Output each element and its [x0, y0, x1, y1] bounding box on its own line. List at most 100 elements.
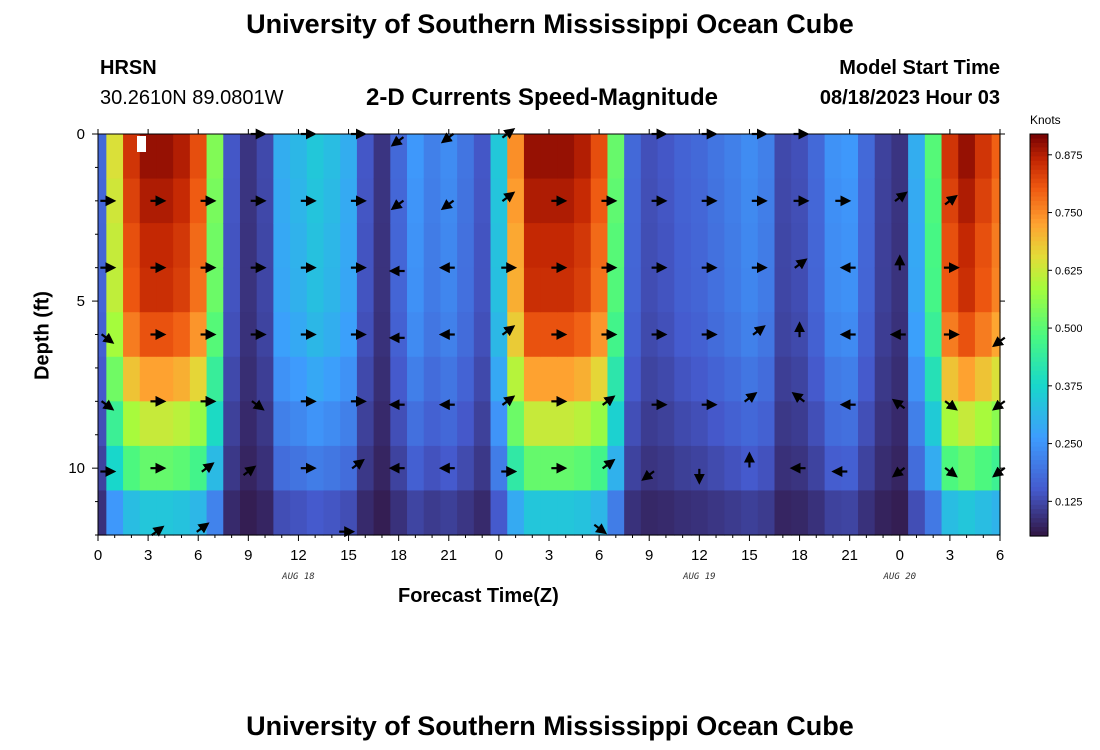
colorbar-swatch — [1030, 460, 1048, 466]
heat-cell — [991, 490, 1001, 536]
heat-cell — [657, 267, 675, 313]
heat-cell — [707, 356, 725, 402]
heat-cell — [139, 445, 158, 492]
current-arrow — [242, 465, 257, 477]
heat-cell — [457, 267, 475, 313]
footer-title: University of Southern Mississippi Ocean… — [246, 711, 854, 741]
heat-cell — [590, 356, 609, 402]
colorbar-swatch — [1030, 285, 1048, 291]
heat-cell — [356, 356, 375, 402]
colorbar-swatch — [1030, 147, 1048, 153]
heat-cell — [123, 223, 141, 269]
heat-cell — [640, 401, 659, 447]
heat-cell — [674, 490, 692, 536]
heat-cell — [490, 134, 508, 180]
colorbar-swatch — [1030, 388, 1048, 394]
heat-cell — [707, 267, 725, 313]
heat-cell — [206, 490, 224, 536]
heat-cell — [724, 445, 742, 492]
heat-cell — [791, 401, 809, 447]
heat-cell — [223, 267, 241, 313]
heat-cell — [139, 356, 158, 402]
heat-cell — [189, 445, 208, 492]
heat-cell — [540, 178, 558, 224]
heat-cell — [290, 134, 308, 180]
heat-cell — [507, 178, 525, 224]
heat-cell — [858, 445, 876, 492]
heat-cell — [891, 490, 909, 536]
heat-cell — [690, 356, 709, 402]
heat-cell — [490, 223, 508, 269]
heat-cell — [239, 401, 258, 447]
heat-cell — [139, 401, 158, 447]
heat-cell — [507, 356, 525, 402]
heat-cell — [323, 267, 341, 313]
heat-cell — [791, 490, 809, 536]
heat-cell — [457, 356, 475, 402]
heat-cell — [657, 490, 675, 536]
heat-cell — [523, 490, 542, 536]
heat-cell — [674, 312, 692, 358]
heat-cell — [908, 134, 926, 180]
heat-cell — [507, 267, 525, 313]
heat-cell — [774, 267, 792, 313]
x-tick-label: 0 — [896, 547, 904, 564]
heat-cell — [791, 134, 809, 180]
heat-cell — [239, 312, 258, 358]
heat-cell — [991, 178, 1001, 224]
heat-cell — [757, 356, 776, 402]
colorbar-swatch — [1030, 241, 1048, 247]
heat-cell — [98, 356, 107, 402]
heat-cell — [924, 445, 943, 492]
heat-cell — [924, 401, 943, 447]
heat-cell — [741, 223, 759, 269]
heat-cell — [490, 445, 508, 492]
heat-cell — [139, 178, 158, 224]
heat-cell — [557, 356, 575, 402]
x-tick-label: 6 — [194, 547, 202, 564]
heat-cell — [757, 223, 776, 269]
heat-cell — [640, 445, 659, 492]
colorbar-tick-label: 0.625 — [1055, 265, 1083, 277]
heat-cell — [891, 134, 909, 180]
heat-cell — [523, 134, 542, 180]
heat-cell — [223, 490, 241, 536]
heat-cell — [741, 401, 759, 447]
heat-cell — [323, 401, 341, 447]
colorbar-swatch — [1030, 477, 1048, 483]
colorbar-swatch — [1030, 218, 1048, 224]
heat-cell — [807, 445, 826, 492]
heat-cell — [290, 490, 308, 536]
x-tick-label: 3 — [144, 547, 152, 564]
heat-cell — [941, 356, 959, 402]
heat-cell — [106, 401, 124, 447]
colorbar-tick-label: 0.875 — [1055, 150, 1083, 162]
heat-cell — [841, 445, 859, 492]
heat-cell — [373, 312, 391, 358]
colorbar-swatch — [1030, 410, 1048, 416]
heat-cell — [891, 445, 909, 492]
heat-cell — [256, 445, 274, 492]
heat-cell — [123, 445, 141, 492]
heat-cell — [874, 490, 893, 536]
heat-cell — [574, 223, 592, 269]
colorbar-swatch — [1030, 281, 1048, 287]
heat-cell — [98, 490, 107, 536]
colorbar-swatch — [1030, 469, 1048, 475]
heat-cell — [507, 223, 525, 269]
speed-heatmap — [98, 134, 1001, 536]
heat-cell — [507, 445, 525, 492]
colorbar-swatch — [1030, 433, 1048, 439]
heat-cell — [941, 267, 959, 313]
colorbar-swatch — [1030, 308, 1048, 314]
heat-cell — [741, 267, 759, 313]
heat-cell — [624, 312, 642, 358]
heat-cell — [991, 267, 1001, 313]
heat-cell — [323, 312, 341, 358]
x-tick-label: 3 — [946, 547, 954, 564]
heat-cell — [340, 356, 358, 402]
heat-cell — [607, 445, 625, 492]
colorbar-swatch — [1030, 192, 1048, 198]
current-arrow — [944, 194, 958, 206]
heat-cell — [757, 312, 776, 358]
